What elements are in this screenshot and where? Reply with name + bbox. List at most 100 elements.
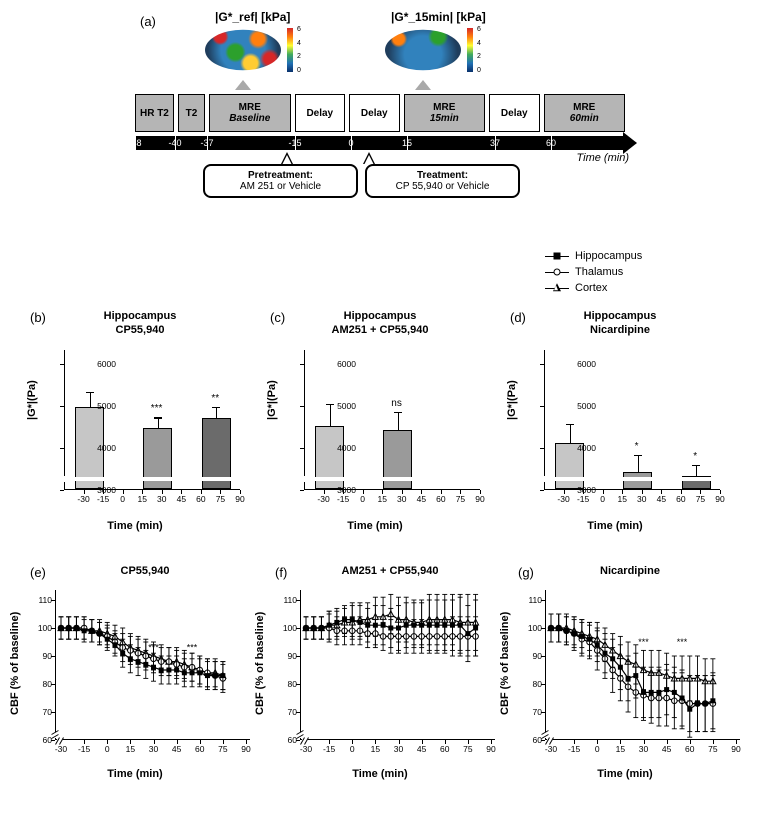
pointer-15 bbox=[415, 80, 431, 90]
marker-hip bbox=[311, 626, 316, 631]
colorbar-tick: 2 bbox=[297, 53, 307, 60]
marker-hip bbox=[66, 626, 71, 631]
y-tick: 100 bbox=[283, 623, 297, 633]
y-tick: 70 bbox=[43, 707, 52, 717]
y-tick: 90 bbox=[533, 651, 542, 661]
marker-hip bbox=[419, 623, 424, 628]
marker-hip bbox=[213, 673, 218, 678]
treat-title: Treatment: bbox=[375, 170, 510, 181]
title-g: Nicardipine bbox=[530, 565, 730, 577]
y-tick: 80 bbox=[533, 679, 542, 689]
y-tick: 70 bbox=[533, 707, 542, 717]
x-axis-label: Time (min) bbox=[500, 520, 730, 532]
significance-label: *** bbox=[638, 637, 649, 647]
timeline-box: Delay bbox=[349, 94, 399, 132]
marker-hip bbox=[365, 623, 370, 628]
y-tick: 6000 bbox=[256, 359, 356, 369]
significance-label: *** bbox=[151, 403, 163, 414]
heatmap-ref-img bbox=[205, 28, 281, 72]
time-tick: 15 bbox=[402, 138, 412, 148]
y-tick: 90 bbox=[288, 651, 297, 661]
x-tick: 45 bbox=[662, 744, 671, 754]
timeline-box: Delay bbox=[489, 94, 539, 132]
barplot-d: |G*|(Pa)Time (min)3000400050006000-30-15… bbox=[500, 340, 730, 530]
colorbar-ref-ticks: 6420 bbox=[297, 26, 307, 74]
time-axis: -48-40-37-15015376082 bbox=[135, 136, 625, 150]
y-axis-label: CBF (% of baseline) bbox=[499, 612, 511, 715]
marker-hip bbox=[465, 631, 470, 636]
colorbar-15 bbox=[467, 28, 473, 72]
marker-hip bbox=[174, 668, 179, 673]
lineplot-g: CBF (% of baseline)Time (min)60708090100… bbox=[505, 580, 745, 780]
x-tick: 30 bbox=[149, 744, 158, 754]
timeline-boxes: HR T2T2MREBaselineDelayDelayMRE15minDela… bbox=[135, 94, 625, 132]
x-tick: -30 bbox=[557, 494, 569, 504]
x-tick: 0 bbox=[595, 744, 600, 754]
x-tick: 30 bbox=[394, 744, 403, 754]
marker-hip bbox=[112, 642, 117, 647]
colorbar-ref bbox=[287, 28, 293, 72]
marker-hip bbox=[350, 617, 355, 622]
timeline-box: Delay bbox=[295, 94, 345, 132]
significance-label: *** bbox=[148, 642, 159, 652]
legend: Hippocampus Thalamus Cortex bbox=[545, 248, 642, 296]
x-tick: 15 bbox=[616, 744, 625, 754]
y-tick: 6000 bbox=[496, 359, 596, 369]
y-tick: 80 bbox=[288, 679, 297, 689]
x-tick: 45 bbox=[177, 494, 186, 504]
treat-sub: CP 55,940 or Vehicle bbox=[375, 181, 510, 192]
marker-hip bbox=[442, 623, 447, 628]
y-tick: 80 bbox=[43, 679, 52, 689]
colorbar-tick: 2 bbox=[477, 53, 487, 60]
y-tick: 110 bbox=[283, 595, 297, 605]
time-tick: -40 bbox=[168, 138, 181, 148]
x-tick: -15 bbox=[78, 744, 90, 754]
x-tick: -15 bbox=[568, 744, 580, 754]
colorbar-tick: 4 bbox=[297, 40, 307, 47]
significance-label: *** bbox=[677, 637, 688, 647]
x-tick: 90 bbox=[731, 744, 740, 754]
x-tick: 90 bbox=[235, 494, 244, 504]
title-d-bot: Nicardipine bbox=[520, 324, 720, 336]
y-tick: 5000 bbox=[16, 401, 116, 411]
timeline-box: MRE15min bbox=[404, 94, 486, 132]
time-tick: -15 bbox=[288, 138, 301, 148]
x-axis-label: Time (min) bbox=[20, 520, 250, 532]
legend-thalamus: Thalamus bbox=[545, 264, 642, 280]
x-tick: -15 bbox=[577, 494, 589, 504]
x-tick: 75 bbox=[708, 744, 717, 754]
heatmap-15: 6420 bbox=[385, 28, 461, 72]
pretreat-sub: AM 251 or Vehicle bbox=[213, 181, 348, 192]
y-tick: 5000 bbox=[256, 401, 356, 411]
x-tick: -30 bbox=[545, 744, 557, 754]
x-tick: 0 bbox=[360, 494, 365, 504]
title-d-top: Hippocampus bbox=[520, 310, 720, 322]
y-tick: 5000 bbox=[496, 401, 596, 411]
x-axis-label: Time (min) bbox=[260, 520, 490, 532]
x-tick: -30 bbox=[55, 744, 67, 754]
x-tick: 75 bbox=[463, 744, 472, 754]
y-tick: 4000 bbox=[16, 443, 116, 453]
x-tick: 30 bbox=[397, 494, 406, 504]
marker-hip bbox=[205, 673, 210, 678]
y-tick: 6000 bbox=[16, 359, 116, 369]
y-tick: 100 bbox=[38, 623, 52, 633]
marker-hip bbox=[373, 623, 378, 628]
panel-a: |G*_ref| [kPa] |G*_15min| [kPa] 6420 642… bbox=[135, 10, 625, 250]
x-tick: -30 bbox=[300, 744, 312, 754]
marker-hip bbox=[396, 626, 401, 631]
marker-hip bbox=[151, 665, 156, 670]
x-tick: 30 bbox=[637, 494, 646, 504]
x-tick: -30 bbox=[317, 494, 329, 504]
marker-hip bbox=[381, 623, 386, 628]
marker-hip bbox=[672, 690, 677, 695]
marker-hip bbox=[143, 662, 148, 667]
title-b-bot: CP55,940 bbox=[40, 324, 240, 336]
timeline-box: MRE60min bbox=[544, 94, 626, 132]
x-tick: -15 bbox=[323, 744, 335, 754]
marker-hip bbox=[626, 676, 631, 681]
marker-hip bbox=[664, 687, 669, 692]
significance-label: * bbox=[693, 451, 697, 462]
marker-hip bbox=[427, 623, 432, 628]
legend-cortex: Cortex bbox=[545, 280, 642, 296]
